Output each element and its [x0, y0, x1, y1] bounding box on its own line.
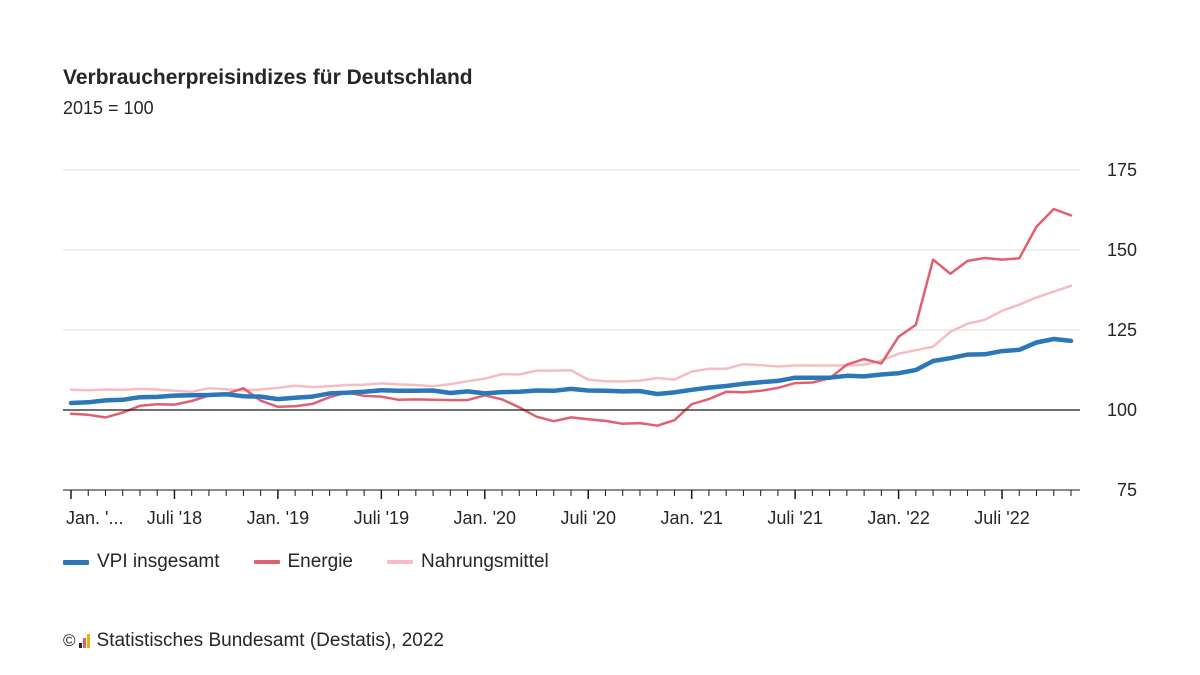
legend-item-energie: Energie [253, 551, 354, 573]
y-tick-label-150: 150 [1107, 240, 1137, 260]
x-tick-label: Juli '19 [354, 508, 409, 528]
destatis-logo-icon [78, 634, 91, 648]
legend-label-vpi: VPI insgesamt [97, 551, 220, 572]
series-layer [63, 207, 1080, 427]
y-tick-label-125: 125 [1107, 320, 1137, 340]
legend-label-nahrungsmittel: Nahrungsmittel [421, 551, 549, 572]
legend-swatch-nahrungsmittel [387, 560, 413, 564]
x-tick-label: Jan. '19 [247, 508, 309, 528]
y-tick-label-100: 100 [1107, 400, 1137, 420]
legend-swatch-energie [253, 560, 280, 564]
y-tick-label-75: 75 [1117, 480, 1137, 500]
x-tick-label: Juli '18 [147, 508, 202, 528]
grid-layer [63, 169, 1080, 331]
source-text: Statistisches Bundesamt (Destatis), 2022 [96, 630, 444, 651]
legend-item-vpi: VPI insgesamt [63, 551, 220, 573]
chart-subtitle: 2015 = 100 [63, 98, 154, 118]
y-tick-label-175: 175 [1107, 160, 1137, 180]
legend: VPI insgesamt Energie Nahrungsmittel [63, 551, 583, 573]
axis-layer: 75 100 125 150 175 Jan. '... Juli '18 Jan. '19 J… [63, 160, 1137, 528]
x-tick-label: Jan. '... [66, 508, 123, 528]
legend-swatch-vpi [63, 559, 89, 565]
x-tick-label: Juli '20 [561, 508, 616, 528]
source-line: © Statistisches Bundesamt (Destatis), 20… [63, 630, 444, 652]
series-line-energie [69, 207, 1073, 427]
legend-item-nahrungsmittel: Nahrungsmittel [387, 551, 549, 573]
x-tick-label: Juli '22 [974, 508, 1029, 528]
x-tick-label: Jan. '22 [867, 508, 929, 528]
x-tick-label: Jan. '20 [454, 508, 516, 528]
legend-label-energie: Energie [287, 551, 354, 572]
series-line-vpi-insgesamt [68, 336, 1074, 406]
x-tick-label: Juli '21 [767, 508, 822, 528]
x-tick-label: Jan. '21 [660, 508, 722, 528]
chart-title: Verbraucherpreisindizes für Deutschland [63, 66, 473, 89]
copyright-symbol: © [63, 631, 76, 650]
